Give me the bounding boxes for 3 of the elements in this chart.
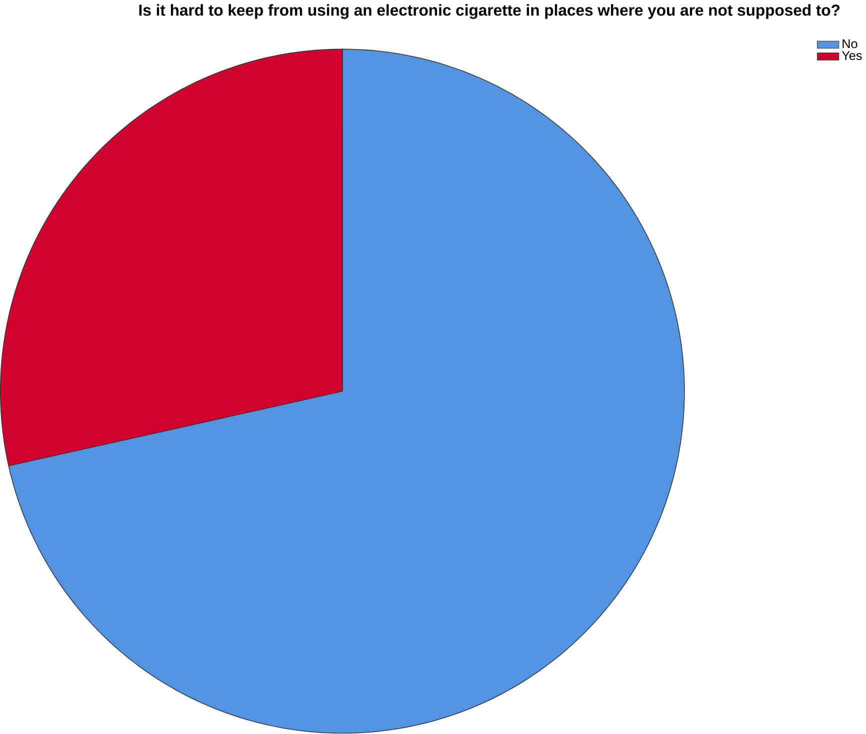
legend-label: Yes (842, 51, 862, 60)
legend-label: No (842, 40, 858, 48)
chart-title: Is it hard to keep from using an electronic cigarette in places where you are not supposed to? (139, 4, 840, 20)
